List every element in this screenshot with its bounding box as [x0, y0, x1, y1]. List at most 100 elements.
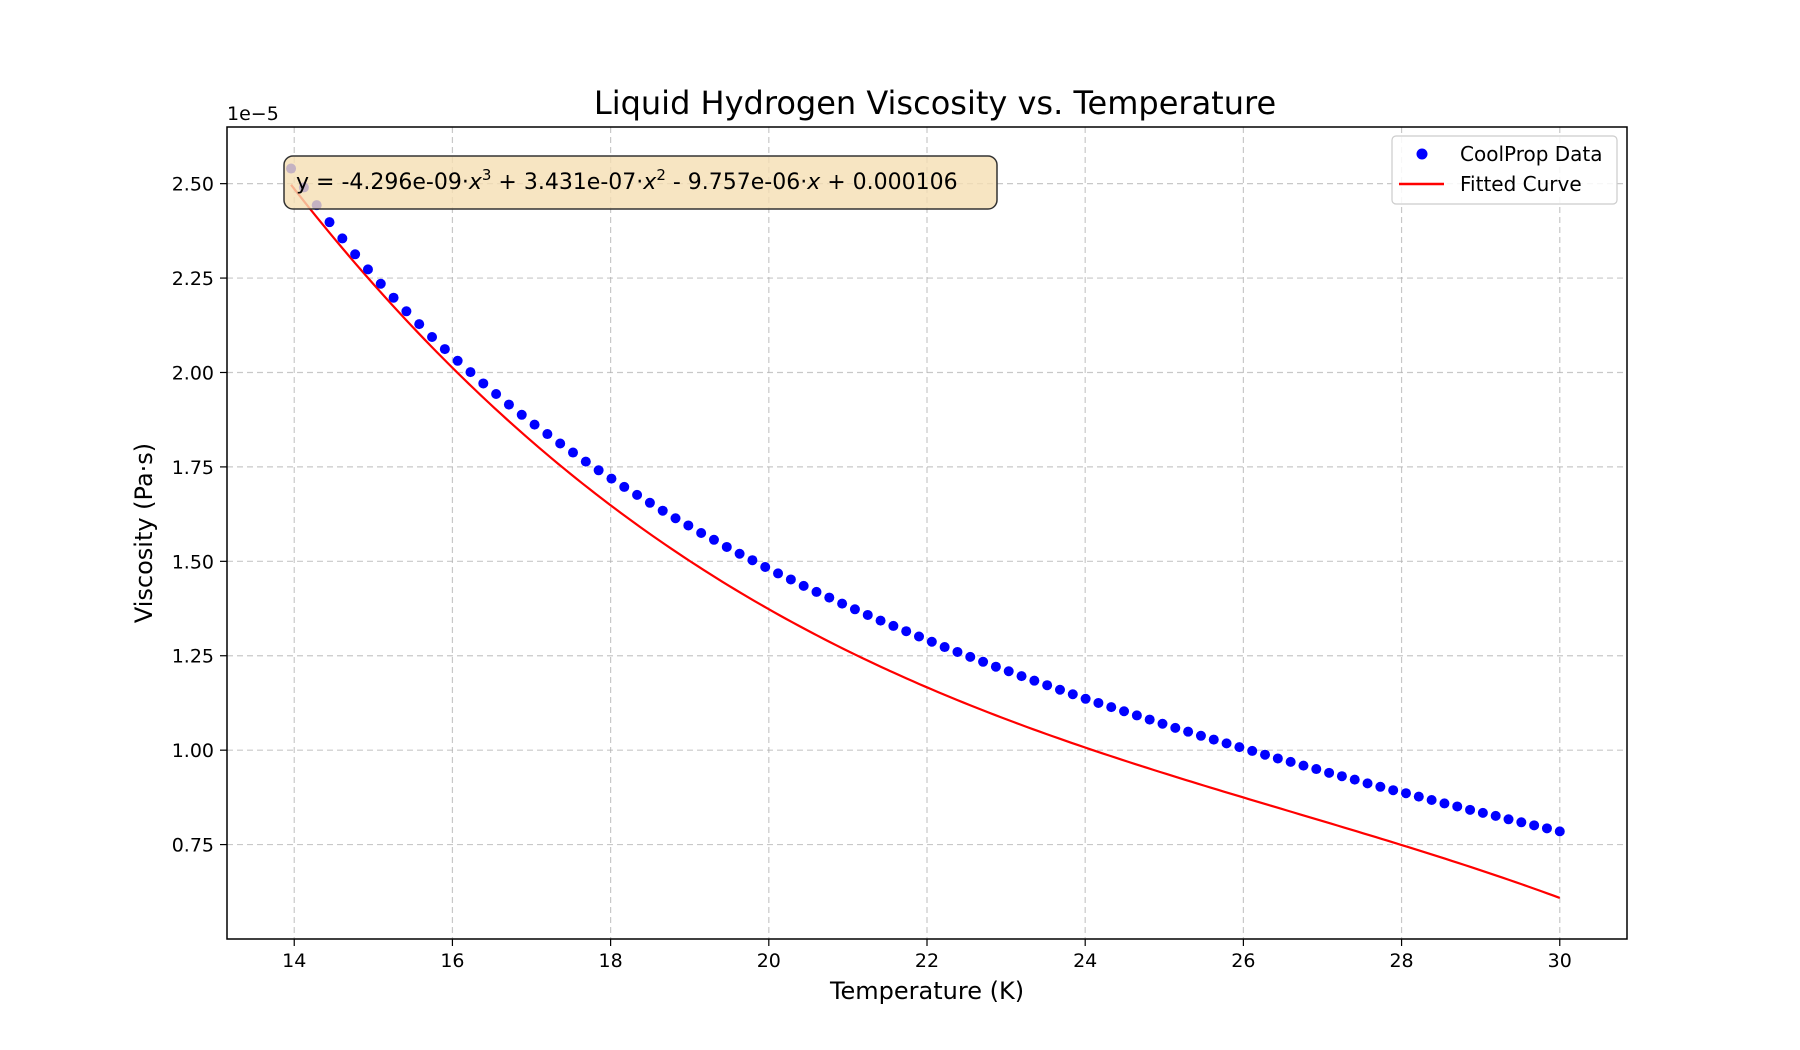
- data-point: [568, 447, 578, 458]
- data-point: [1452, 801, 1463, 812]
- data-point: [978, 656, 989, 667]
- data-point: [1080, 693, 1091, 704]
- data-point: [990, 661, 1001, 672]
- fitted-curve-line: [290, 184, 1561, 899]
- data-point: [862, 609, 873, 620]
- data-point: [939, 642, 950, 653]
- data-point: [1183, 726, 1194, 737]
- x-tick-label: 20: [757, 950, 781, 972]
- data-point: [721, 541, 732, 552]
- legend-box: [1391, 135, 1618, 205]
- x-tick-label: 22: [915, 950, 939, 972]
- data-point: [1336, 771, 1347, 782]
- data-point: [888, 620, 899, 631]
- equation-prefix: y = -4.296e-09·: [296, 170, 469, 195]
- data-point: [1503, 814, 1514, 825]
- plot-frame: [226, 126, 1628, 940]
- data-point: [952, 646, 963, 657]
- x-tick-label: 18: [599, 950, 623, 972]
- equation-suffix: + 0.000106: [820, 170, 957, 195]
- data-point: [965, 651, 976, 662]
- data-point: [1465, 804, 1476, 815]
- data-point: [1247, 745, 1258, 756]
- data-point: [708, 534, 719, 545]
- data-point: [414, 319, 425, 330]
- data-point: [593, 465, 604, 476]
- y-tick-label: 1.75: [172, 457, 214, 479]
- data-point: [1144, 714, 1155, 725]
- data-point: [1054, 684, 1065, 695]
- data-point: [1208, 734, 1219, 745]
- legend: CoolProp Data Fitted Curve: [1391, 135, 1618, 205]
- data-point: [555, 438, 566, 449]
- data-point: [1362, 778, 1373, 789]
- data-point: [747, 555, 758, 566]
- data-point: [427, 331, 438, 342]
- data-point: [1388, 785, 1399, 796]
- data-point: [491, 389, 502, 400]
- y-tick-label: 2.50: [172, 174, 214, 196]
- equation-mid-2: - 9.757e-06·: [666, 170, 807, 195]
- data-point: [914, 631, 925, 642]
- data-point: [1477, 807, 1488, 818]
- y-tick-label: 1.00: [172, 740, 214, 762]
- data-point: [1285, 756, 1296, 767]
- y-axis-ticks: 0.75 1.00 1.25 1.50 1.75 2.00 2.25 2.50: [172, 174, 227, 857]
- legend-marker-coolprop: [1416, 148, 1428, 160]
- data-point: [1157, 718, 1168, 729]
- data-point: [798, 580, 809, 591]
- data-point: [401, 306, 412, 317]
- data-point: [529, 419, 540, 430]
- scatter-points: [286, 163, 1565, 837]
- data-point: [1400, 788, 1411, 799]
- x-tick-label: 28: [1389, 950, 1413, 972]
- data-point: [1067, 689, 1078, 700]
- data-point: [1541, 823, 1552, 834]
- equation-text: y = -4.296e-09·x3 + 3.431e-07·x2 - 9.757…: [296, 166, 958, 195]
- equation-var-1: x: [468, 170, 483, 195]
- x-axis-ticks: 14 16 18 20 22 24 26 28 30: [282, 939, 1572, 972]
- data-point: [362, 264, 373, 275]
- data-point: [1298, 760, 1309, 771]
- data-point: [1170, 722, 1181, 733]
- y-tick-label: 1.25: [172, 646, 214, 668]
- data-point: [580, 456, 591, 467]
- y-tick-label: 2.00: [172, 362, 214, 384]
- data-point: [1490, 810, 1501, 821]
- equation-var-2: x: [642, 170, 657, 195]
- equation-mid-1: + 3.431e-07·: [491, 170, 643, 195]
- data-point: [606, 473, 617, 484]
- data-point: [1042, 680, 1053, 691]
- data-point: [1439, 798, 1450, 809]
- data-point: [350, 249, 361, 260]
- data-point: [1324, 767, 1335, 778]
- data-point: [1029, 675, 1040, 686]
- data-point: [542, 429, 553, 440]
- data-point: [619, 481, 630, 492]
- data-point: [696, 528, 707, 538]
- data-point: [1260, 749, 1271, 760]
- legend-label-fitted: Fitted Curve: [1460, 172, 1582, 196]
- y-axis-label: Viscosity (Pa·s): [130, 443, 158, 623]
- data-point: [785, 574, 796, 585]
- data-point: [375, 278, 386, 289]
- data-point: [516, 409, 527, 420]
- y-tick-label: 2.25: [172, 268, 214, 290]
- data-point: [1413, 791, 1424, 802]
- y-offset-label: 1e−5: [227, 103, 279, 125]
- equation-box: [283, 155, 998, 210]
- data-point: [324, 217, 335, 228]
- data-point: [1375, 781, 1386, 792]
- data-point: [1119, 706, 1130, 717]
- data-point: [811, 586, 822, 597]
- data-point: [503, 399, 514, 410]
- data-point: [465, 367, 476, 378]
- data-point: [1516, 817, 1527, 828]
- data-point: [632, 489, 643, 500]
- legend-label-coolprop: CoolProp Data: [1460, 142, 1603, 166]
- x-axis-label: Temperature (K): [829, 977, 1024, 1005]
- x-tick-label: 30: [1548, 950, 1572, 972]
- y-tick-label: 0.75: [172, 835, 214, 857]
- equation-exp-1: 3: [482, 166, 492, 184]
- data-point: [837, 598, 848, 609]
